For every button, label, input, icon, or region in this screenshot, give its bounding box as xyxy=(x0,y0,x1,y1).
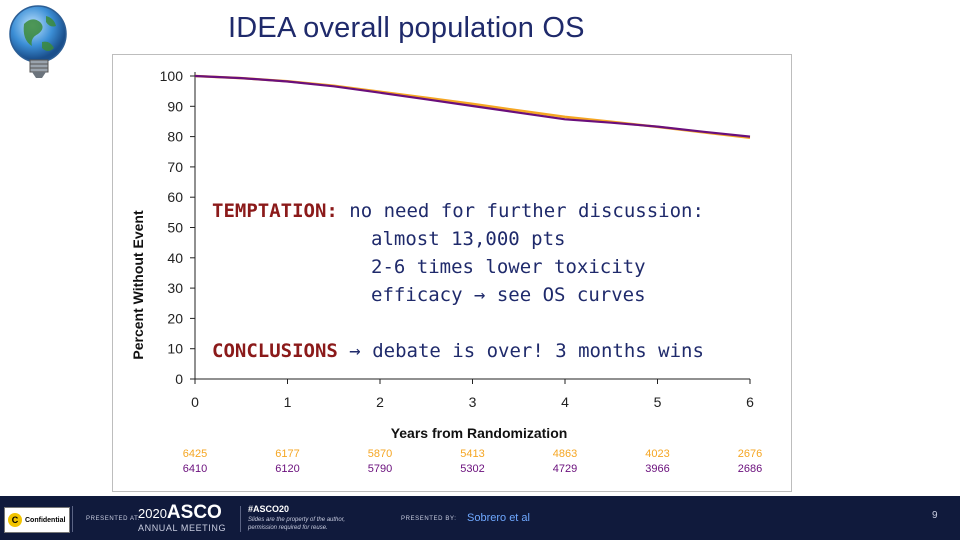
y-tick-label: 100 xyxy=(160,68,184,84)
at-risk-value: 6177 xyxy=(275,448,299,460)
y-tick-label: 30 xyxy=(167,280,183,296)
conclusions-line: CONCLUSIONS → debate is over! 3 months w… xyxy=(212,340,704,362)
x-tick-label: 2 xyxy=(376,394,384,410)
y-tick-label: 80 xyxy=(167,129,183,145)
presented-at-label: PRESENTED AT: xyxy=(86,516,141,522)
x-tick-label: 0 xyxy=(191,394,199,410)
at-risk-value: 2686 xyxy=(738,463,762,475)
y-tick-label: 10 xyxy=(167,341,183,357)
footer-bar: C Confidential PRESENTED AT: 2020ASCO AN… xyxy=(0,496,960,540)
temptation-line-1: TEMPTATION: no need for further discussi… xyxy=(212,197,704,225)
y-tick-label: 60 xyxy=(167,189,183,205)
temptation-block: TEMPTATION: no need for further discussi… xyxy=(212,197,704,309)
conclusions-text: debate is over! 3 months wins xyxy=(360,340,704,362)
at-risk-value: 2676 xyxy=(738,448,762,460)
x-tick-label: 6 xyxy=(746,394,754,410)
temptation-line-4: efficacy → see OS curves xyxy=(212,281,704,309)
numbers-at-risk: 6425 6177 5870 5413 4863 4023 2676 6410 6120 5790… xyxy=(183,448,762,475)
see-os-text: see OS curves xyxy=(485,284,646,306)
series-line-2 xyxy=(194,74,751,138)
temptation-text: no need for further discussion: xyxy=(337,200,704,222)
conclusions-label: CONCLUSIONS xyxy=(212,340,338,362)
y-tick-label: 70 xyxy=(167,159,183,175)
y-tick-label: 50 xyxy=(167,220,183,236)
km-plot: 0 10 20 30 40 50 60 70 80 90 100 0 1 2 3 4 5 6 Percent W… xyxy=(130,68,762,475)
hashtag: #ASCO20 xyxy=(248,504,290,514)
x-axis: 0 1 2 3 4 5 6 xyxy=(191,378,754,410)
asco-logo: 2020ASCO xyxy=(138,502,222,524)
annual-meeting-label: ANNUAL MEETING xyxy=(138,523,227,533)
at-risk-value: 5302 xyxy=(460,463,484,475)
confidential-c-icon: C xyxy=(8,513,22,527)
at-risk-value: 5413 xyxy=(460,448,484,460)
at-risk-value: 4863 xyxy=(553,448,577,460)
slide-title: IDEA overall population OS xyxy=(228,12,585,44)
y-axis-label: Percent Without Event xyxy=(130,210,146,360)
at-risk-value: 3966 xyxy=(645,463,669,475)
temptation-label: TEMPTATION: xyxy=(212,200,338,222)
y-tick-label: 40 xyxy=(167,250,183,266)
x-tick-label: 3 xyxy=(469,394,477,410)
x-tick-label: 4 xyxy=(561,394,569,410)
x-tick-label: 5 xyxy=(654,394,662,410)
temptation-line-2: almost 13,000 pts xyxy=(371,228,566,250)
page-number: 9 xyxy=(932,510,938,521)
confidential-badge: C Confidential xyxy=(4,507,70,533)
at-risk-value: 6410 xyxy=(183,463,207,475)
x-tick-label: 1 xyxy=(284,394,292,410)
confidential-label: Confidential xyxy=(25,516,66,524)
y-tick-label: 0 xyxy=(175,371,183,387)
at-risk-value: 5870 xyxy=(368,448,392,460)
km-chart: 0 10 20 30 40 50 60 70 80 90 100 0 1 2 3 4 5 6 Percent W… xyxy=(112,54,792,492)
arrow-right-icon: → xyxy=(473,284,486,306)
at-risk-value: 4023 xyxy=(645,448,669,460)
y-axis: 0 10 20 30 40 50 60 70 80 90 100 xyxy=(160,68,196,387)
y-tick-label: 20 xyxy=(167,310,183,326)
at-risk-value: 6425 xyxy=(183,448,207,460)
notice-line-1: Slides are the property of the author, xyxy=(248,517,346,523)
temptation-line-3: 2-6 times lower toxicity xyxy=(371,256,646,278)
globe-lightbulb-logo xyxy=(9,5,67,78)
efficacy-text: efficacy xyxy=(371,284,474,306)
presented-by-label: PRESENTED BY: xyxy=(401,516,457,522)
arrow-right-icon: → xyxy=(349,340,361,362)
at-risk-value: 6120 xyxy=(275,463,299,475)
at-risk-value: 4729 xyxy=(553,463,577,475)
survival-curves xyxy=(194,74,751,140)
x-axis-label: Years from Randomization xyxy=(391,425,568,441)
y-tick-label: 90 xyxy=(167,98,183,114)
notice-line-2: permission required for reuse. xyxy=(248,525,328,531)
at-risk-value: 5790 xyxy=(368,463,392,475)
presenter-name: Sobrero et al xyxy=(467,512,530,524)
year-text: 2020 xyxy=(138,506,167,521)
asco-text: ASCO xyxy=(166,502,222,523)
